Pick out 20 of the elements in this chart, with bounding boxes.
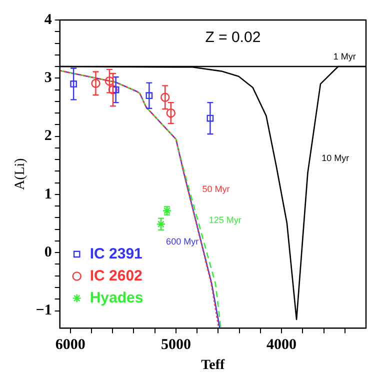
x-tick-label: 4000 — [266, 337, 297, 354]
legend-label: IC 2602 — [90, 267, 142, 284]
y-tick-label: 1 — [44, 186, 52, 202]
series-label: 50 Myr — [202, 184, 230, 194]
y-tick-label: 3 — [44, 70, 52, 86]
y-axis-title: A(Li) — [13, 158, 28, 190]
x-axis-title: Teff — [201, 358, 226, 374]
legend-label: IC 2391 — [90, 245, 142, 262]
x-tick-label: 6000 — [55, 337, 86, 354]
annotation: Z = 0.02 — [205, 29, 261, 46]
series-label: 125 Myr — [208, 214, 242, 225]
y-tick-label: 0 — [44, 244, 52, 260]
y-tick-label: 4 — [44, 12, 52, 28]
series-label: 1 Myr — [333, 51, 356, 62]
y-tick-label: −1 — [36, 302, 52, 319]
legend-label: Hyades — [90, 289, 144, 306]
y-tick-label: 2 — [44, 128, 52, 144]
x-tick-label: 5000 — [160, 337, 191, 354]
series-label: 600 Myr — [166, 236, 199, 246]
series-label: 10 Myr — [322, 153, 350, 164]
